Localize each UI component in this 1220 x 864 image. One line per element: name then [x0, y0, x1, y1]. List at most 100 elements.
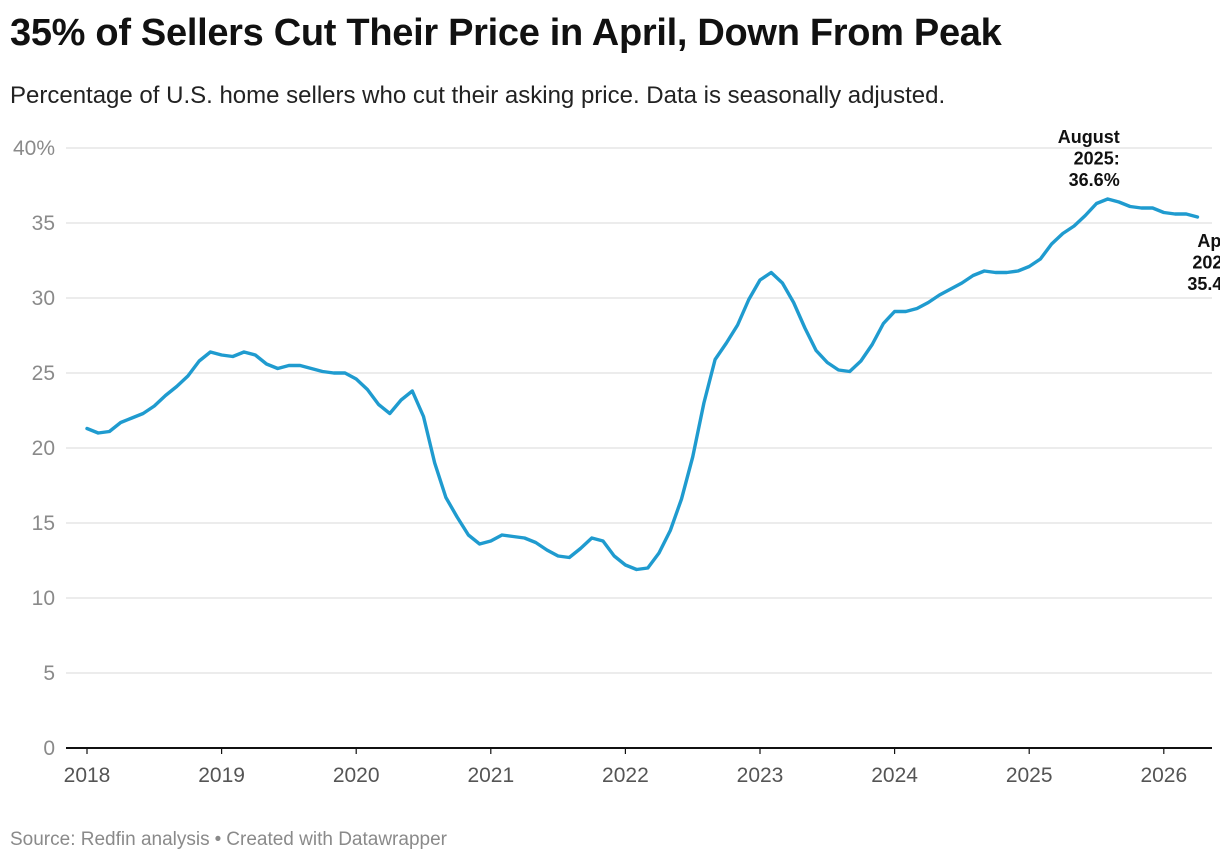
data-point — [702, 401, 706, 405]
y-tick-label: 25 — [32, 362, 55, 385]
x-tick-label: 2025 — [1006, 764, 1053, 787]
data-point — [343, 371, 347, 375]
x-tick-label: 2018 — [64, 764, 111, 787]
data-point — [276, 367, 280, 371]
chart-subtitle: Percentage of U.S. home sellers who cut … — [10, 82, 946, 109]
data-point — [309, 367, 313, 371]
x-tick-label: 2020 — [333, 764, 380, 787]
x-tick-label: 2026 — [1140, 764, 1187, 787]
data-point — [994, 271, 998, 275]
y-tick-label: 10 — [32, 587, 55, 610]
data-point — [623, 563, 627, 567]
data-point — [769, 271, 773, 275]
data-point — [926, 301, 930, 305]
data-point — [1117, 200, 1121, 204]
data-point — [1196, 215, 1200, 219]
data-point — [680, 497, 684, 501]
data-point — [220, 353, 224, 357]
data-point — [433, 461, 437, 465]
data-point — [119, 421, 123, 425]
x-tick-label: 2023 — [737, 764, 784, 787]
data-point — [601, 539, 605, 543]
y-tick-label: 0 — [43, 737, 55, 760]
data-point — [1005, 271, 1009, 275]
data-point — [960, 281, 964, 285]
data-point — [1106, 197, 1110, 201]
annotation-label: August 2025: 36.6% — [1058, 127, 1120, 190]
data-point — [511, 535, 515, 539]
data-point — [455, 515, 459, 519]
y-tick-label: 15 — [32, 512, 55, 535]
series-line — [85, 197, 1200, 572]
data-point — [904, 310, 908, 314]
data-point — [500, 533, 504, 537]
data-point — [780, 281, 784, 285]
data-point — [691, 455, 695, 459]
data-point — [231, 355, 235, 359]
data-point — [579, 547, 583, 551]
annotation-label: April2026:35.4% — [1187, 231, 1220, 294]
data-point — [253, 353, 257, 357]
data-point — [949, 287, 953, 291]
data-point — [242, 350, 246, 354]
data-point — [1061, 232, 1065, 236]
annotation-line: April — [1197, 231, 1220, 251]
data-point — [747, 298, 751, 302]
data-point — [422, 415, 426, 419]
data-point — [377, 403, 381, 407]
data-point — [893, 310, 897, 314]
data-point — [1038, 257, 1042, 261]
data-point — [534, 541, 538, 545]
data-point — [556, 554, 560, 558]
annotation-line: 36.6% — [1069, 170, 1120, 190]
data-point — [1050, 242, 1054, 246]
data-point — [837, 368, 841, 372]
data-point — [130, 416, 134, 420]
data-point — [410, 389, 414, 393]
data-point — [938, 293, 942, 297]
data-point — [1173, 212, 1177, 216]
data-point — [859, 359, 863, 363]
data-point — [792, 301, 796, 305]
data-point — [208, 350, 212, 354]
data-point — [915, 307, 919, 311]
data-point — [870, 343, 874, 347]
data-point — [354, 377, 358, 381]
data-point — [265, 362, 269, 366]
data-point — [612, 554, 616, 558]
data-point — [736, 323, 740, 327]
data-point — [186, 374, 190, 378]
data-point — [365, 388, 369, 392]
data-point — [848, 370, 852, 374]
data-point — [1016, 269, 1020, 273]
annotation-line: 2025: — [1074, 149, 1120, 169]
y-tick-label: 30 — [32, 287, 55, 310]
data-point — [388, 412, 392, 416]
data-point — [657, 551, 661, 555]
data-point — [825, 361, 829, 365]
annotation-line: August — [1058, 127, 1120, 147]
data-point — [635, 568, 639, 572]
data-point — [814, 349, 818, 353]
chart-title: 35% of Sellers Cut Their Price in April,… — [10, 12, 1002, 54]
data-point — [881, 322, 885, 326]
data-point — [803, 326, 807, 330]
data-point — [478, 542, 482, 546]
data-point — [96, 431, 100, 435]
y-tick-label: 35 — [32, 212, 55, 235]
chart-footer: Source: Redfin analysis • Created with Dat… — [10, 829, 447, 851]
data-point — [545, 548, 549, 552]
data-point — [982, 269, 986, 273]
data-point — [567, 556, 571, 560]
data-point — [971, 274, 975, 278]
data-point — [298, 364, 302, 368]
data-point — [758, 278, 762, 282]
data-point — [399, 398, 403, 402]
annotation-line: 35.4% — [1187, 274, 1220, 294]
x-tick-label: 2022 — [602, 764, 649, 787]
data-point — [1027, 265, 1031, 269]
data-point — [1151, 206, 1155, 210]
data-point — [668, 529, 672, 533]
data-point — [590, 536, 594, 540]
